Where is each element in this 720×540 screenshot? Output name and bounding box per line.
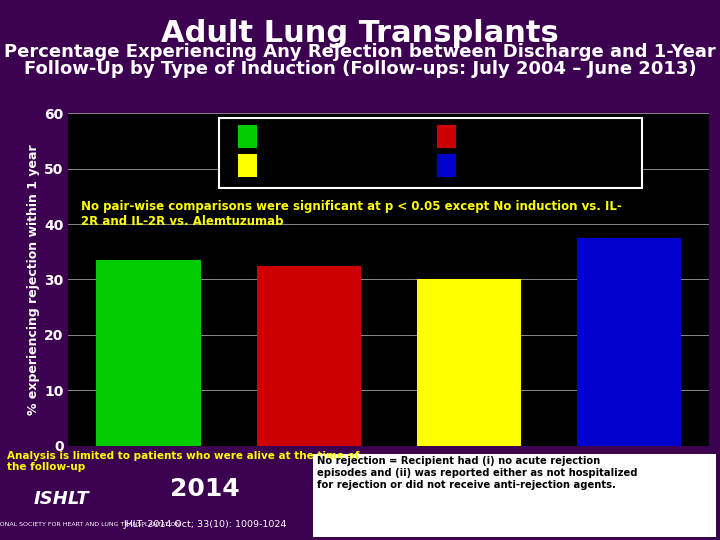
Bar	[417, 280, 521, 446]
Bar	[577, 238, 681, 446]
Text: No pair-wise comparisons were significant at p < 0.05 except No induction vs. IL: No pair-wise comparisons were significan…	[81, 200, 622, 228]
FancyBboxPatch shape	[437, 125, 456, 148]
Text: Percentage Experiencing Any Rejection between Discharge and 1-Year: Percentage Experiencing Any Rejection be…	[4, 43, 716, 61]
Text: Analysis is limited to patients who were alive at the time of
the follow-up: Analysis is limited to patients who were…	[7, 451, 360, 472]
Bar	[96, 260, 201, 445]
Text: JHLT. 2014 Oct; 33(10): 1009-1024: JHLT. 2014 Oct; 33(10): 1009-1024	[124, 521, 287, 529]
Y-axis label: % experiencing rejection within 1 year: % experiencing rejection within 1 year	[27, 144, 40, 415]
Text: ISHLT • INTERNATIONAL SOCIETY FOR HEART AND LUNG TRANSPLANTATION: ISHLT • INTERNATIONAL SOCIETY FOR HEART …	[0, 522, 180, 528]
Text: 2014: 2014	[171, 477, 240, 501]
FancyBboxPatch shape	[238, 125, 258, 148]
FancyBboxPatch shape	[437, 154, 456, 177]
Bar	[256, 266, 361, 446]
FancyBboxPatch shape	[238, 154, 258, 177]
Text: No rejection = Recipient had (i) no acute rejection
episodes and (ii) was report: No rejection = Recipient had (i) no acut…	[317, 456, 637, 489]
Text: Adult Lung Transplants: Adult Lung Transplants	[161, 19, 559, 48]
Text: ISHLT: ISHLT	[33, 490, 89, 509]
FancyBboxPatch shape	[219, 118, 642, 188]
Text: Follow-Up by Type of Induction (Follow-ups: July 2004 – June 2013): Follow-Up by Type of Induction (Follow-u…	[24, 60, 696, 78]
